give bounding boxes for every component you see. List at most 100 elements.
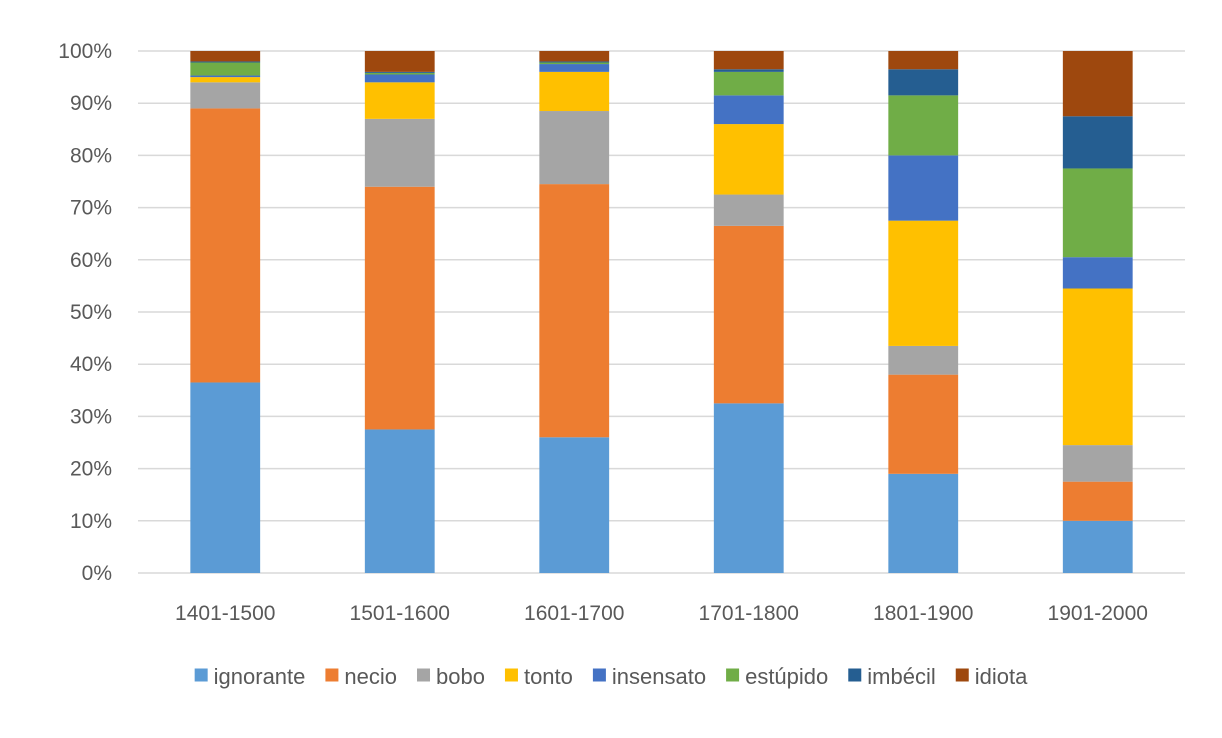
bar-segment-ignorante (713, 403, 784, 573)
bar-stack (190, 51, 261, 573)
bar-segment-imbécil (190, 61, 261, 63)
bar-segment-ignorante (190, 382, 261, 573)
legend-label: insensato (612, 664, 706, 689)
bar-segment-insensato (364, 74, 435, 83)
bar-segment-estúpido (539, 62, 610, 65)
y-tick-label: 40% (70, 353, 112, 376)
x-tick-label: 1401-1500 (175, 602, 275, 625)
bar-segment-tonto (364, 82, 435, 119)
legend-item: tonto (504, 664, 573, 689)
gridlines (138, 50, 1185, 574)
bar-segment-necio (713, 225, 784, 404)
legend-swatch (848, 668, 862, 682)
x-tick-label: 1501-1600 (350, 602, 450, 625)
bar-segment-estúpido (888, 95, 959, 156)
y-axis-ticks: 0% 10% 20% 30% 40% 50% 60% 70% 80% 90% 100% (58, 40, 112, 585)
bar-segment-insensato (1062, 257, 1133, 289)
y-tick-label: 90% (70, 92, 112, 115)
legend-swatch (955, 668, 969, 682)
bar-segment-bobo (888, 345, 959, 375)
bar-segment-tonto (713, 124, 784, 195)
bar-segment-insensato (888, 155, 959, 221)
legend-label: ignorante (214, 664, 306, 689)
legend-swatch (504, 668, 518, 682)
x-tick-label: 1701-1800 (699, 602, 799, 625)
bar-segment-tonto (190, 77, 261, 83)
legend-label: bobo (436, 664, 485, 689)
bar-segment-idiota (539, 51, 610, 62)
legend-item: ignorante (194, 664, 306, 689)
x-tick-label: 1601-1700 (524, 602, 624, 625)
bar-segment-necio (190, 108, 261, 383)
legend-swatch (417, 668, 431, 682)
legend-swatch (194, 668, 208, 682)
y-tick-label: 30% (70, 405, 112, 428)
bar-stack (364, 51, 435, 573)
legend-item: necio (325, 664, 397, 689)
y-tick-label: 60% (70, 249, 112, 272)
bar-segment-imbécil (539, 61, 610, 63)
y-tick-label: 100% (58, 40, 112, 63)
legend-item: imbécil (848, 664, 936, 689)
y-tick-label: 20% (70, 458, 112, 481)
legend-item: estúpido (726, 664, 828, 689)
bar-segment-necio (1062, 481, 1133, 521)
legend-swatch (325, 668, 339, 682)
bar-segment-idiota (190, 51, 261, 62)
legend-label: imbécil (867, 664, 935, 689)
legend-swatch (592, 668, 606, 682)
bar-segment-insensato (713, 95, 784, 125)
bar-segment-bobo (364, 118, 435, 187)
bar-stack (713, 51, 784, 573)
bar-stack (888, 51, 959, 573)
x-tick-label: 1801-1900 (873, 602, 973, 625)
bar-segment-estúpido (713, 71, 784, 96)
legend-swatch (726, 668, 740, 682)
bar-segment-imbécil (713, 69, 784, 72)
bar-segment-necio (364, 186, 435, 430)
bar-segment-idiota (713, 51, 784, 70)
legend: ignorante necio bobo tonto insensato estúpido… (194, 664, 1028, 689)
x-axis-ticks: 1401-1500 1501-1600 1601-1700 1701-1800 1801… (175, 602, 1148, 625)
bar-segment-tonto (539, 71, 610, 112)
legend-label: tonto (524, 664, 573, 689)
bar-segment-insensato (539, 64, 610, 72)
y-tick-label: 80% (70, 144, 112, 167)
bar-segment-insensato (190, 75, 261, 78)
bar-segment-bobo (713, 194, 784, 226)
y-tick-label: 70% (70, 197, 112, 220)
bar-segment-estúpido (1062, 168, 1133, 258)
y-tick-label: 10% (70, 510, 112, 533)
bar-segment-bobo (539, 111, 610, 185)
bars (190, 51, 1133, 573)
bar-segment-bobo (190, 82, 261, 109)
bar-segment-ignorante (888, 473, 959, 573)
bar-segment-imbécil (364, 71, 435, 73)
bar-segment-imbécil (888, 69, 959, 96)
bar-segment-imbécil (1062, 116, 1133, 169)
legend-item: insensato (592, 664, 706, 689)
bar-segment-idiota (1062, 51, 1133, 117)
bar-segment-estúpido (364, 72, 435, 75)
bar-stack (1062, 51, 1133, 573)
x-tick-label: 1901-2000 (1048, 602, 1148, 625)
bar-segment-ignorante (364, 429, 435, 573)
bar-segment-idiota (888, 51, 959, 70)
legend-label: necio (344, 664, 397, 689)
bar-segment-tonto (1062, 288, 1133, 446)
legend-item: idiota (955, 664, 1028, 689)
legend-label: idiota (975, 664, 1028, 689)
legend-item: bobo (417, 664, 485, 689)
bar-segment-necio (539, 184, 610, 438)
bar-stack (539, 51, 610, 573)
legend-label: estúpido (745, 664, 828, 689)
bar-segment-necio (888, 374, 959, 474)
bar-segment-bobo (1062, 445, 1133, 482)
bar-segment-ignorante (1062, 520, 1133, 573)
bar-segment-tonto (888, 220, 959, 346)
bar-segment-idiota (364, 51, 435, 72)
bar-segment-ignorante (539, 437, 610, 573)
y-tick-label: 0% (82, 562, 112, 585)
